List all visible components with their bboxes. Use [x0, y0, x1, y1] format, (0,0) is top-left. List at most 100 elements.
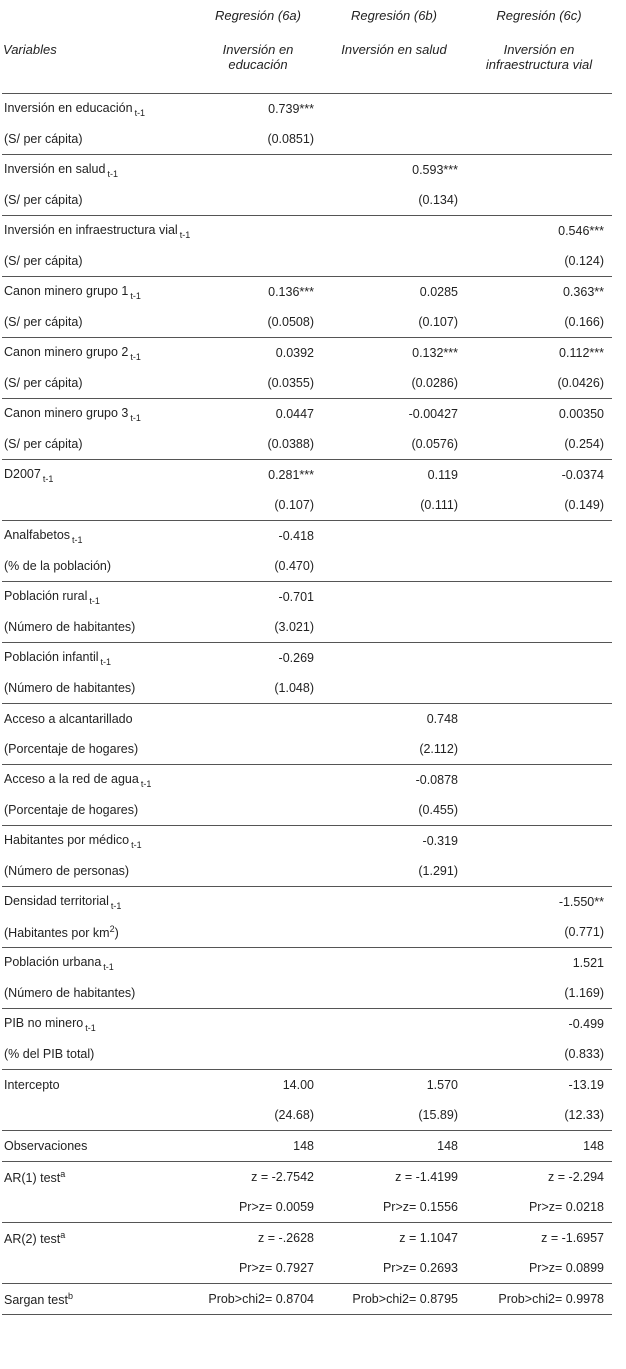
- cell-sub: t-1: [130, 412, 141, 423]
- table-row: PIB no minero t-1 -0.499: [2, 1009, 612, 1040]
- value-cell: [194, 246, 322, 277]
- table-row: Canon minero grupo 1 t-1 0.136*** 0.0285 0.3…: [2, 277, 612, 308]
- value-cell: [194, 704, 322, 735]
- cell-text: Canon minero grupo 1: [4, 283, 129, 298]
- label-cell: [2, 1253, 194, 1284]
- value-cell: (0.0286): [322, 368, 466, 399]
- label-cell: Analfabetos t-1: [2, 521, 194, 552]
- value-cell: [194, 795, 322, 826]
- label-cell: AR(1) testa: [2, 1162, 194, 1193]
- table-row: (Número de personas) (1.291): [2, 856, 612, 887]
- cell-text: AR(1) test: [4, 1171, 61, 1186]
- cell-text: Analfabetos: [4, 527, 71, 542]
- value-cell: (0.0576): [322, 429, 466, 460]
- value-cell: -0.00427: [408, 407, 458, 421]
- value-cell: [466, 551, 612, 582]
- table-row: D2007 t-1 0.281*** 0.119 -0.0374: [2, 460, 612, 491]
- table-row: Analfabetos t-1 -0.418: [2, 521, 612, 552]
- cell-text: Sargan test: [4, 1293, 68, 1308]
- label-cell: Intercepto: [4, 1078, 60, 1092]
- table-row: (% de la población) (0.470): [2, 551, 612, 582]
- value-cell: (0.124): [466, 246, 612, 277]
- row-group: PIB no minero t-1 -0.499 (% del PIB total)(…: [2, 1009, 612, 1070]
- row-group: Inversión en infraestructura vial t-1 0.54…: [2, 216, 612, 277]
- row-group: Analfabetos t-1 -0.418 (% de la población)(…: [2, 521, 612, 582]
- row-group: Habitantes por médico t-1 -0.319 (Número de…: [2, 826, 612, 887]
- row-group: Canon minero grupo 3 t-1 0.0447 -0.00427 0.0…: [2, 399, 612, 460]
- label-cell: Acceso a la red de agua t-1: [2, 765, 194, 796]
- cell-text: Población rural: [4, 588, 88, 603]
- value-cell: [322, 246, 466, 277]
- table-row: Pr>z= 0.7927 Pr>z= 0.2693 Pr>z= 0.0899: [2, 1253, 612, 1284]
- value-cell: Prob>chi2= 0.8704: [194, 1283, 322, 1315]
- value-cell: -13.19: [568, 1078, 604, 1092]
- value-cell: [194, 887, 322, 918]
- header-cell: Regresión (6c): [496, 8, 582, 23]
- value-cell: (0.470): [194, 551, 322, 582]
- table-row: (S/ per cápita) (0.134): [2, 185, 612, 216]
- value-cell: (24.68): [194, 1100, 322, 1131]
- cell-text: Población urbana: [4, 954, 102, 969]
- value-cell: [322, 551, 466, 582]
- header-cell: Inversión en infraestructura vial: [466, 41, 612, 94]
- value-cell: (0.0508): [194, 307, 322, 338]
- value-cell: [322, 216, 466, 247]
- value-cell: 0.00350: [558, 407, 604, 421]
- value-cell: Pr>z= 0.0899: [466, 1253, 612, 1284]
- value-cell: (1.291): [322, 856, 466, 887]
- value-cell: (0.0426): [466, 368, 612, 399]
- label-cell: [2, 1192, 194, 1223]
- label-cell: [2, 1100, 194, 1131]
- value-cell: [466, 124, 612, 155]
- row-group: D2007 t-1 0.281*** 0.119 -0.0374 (0.107) (0.11…: [2, 460, 612, 521]
- table-row: Canon minero grupo 2 t-1 0.0392 0.132*** 0.1…: [2, 338, 612, 369]
- value-cell: Pr>z= 0.1556: [322, 1192, 466, 1223]
- value-cell: [466, 704, 612, 735]
- value-cell: [194, 978, 322, 1009]
- value-cell: [466, 612, 612, 643]
- row-group: Población urbana t-1 1.521 (Número de habit…: [2, 948, 612, 1009]
- cell-text: AR(2) test: [4, 1232, 61, 1247]
- value-cell: [194, 917, 322, 948]
- value-cell: [466, 155, 612, 186]
- cell-sub: t-1: [130, 351, 141, 362]
- value-cell: Pr>z= 0.0059: [194, 1192, 322, 1223]
- row-group: Acceso a alcantarillado 0.748 (Porcentaje …: [2, 704, 612, 765]
- row-group: Observaciones 148 148 148: [2, 1130, 612, 1162]
- cell-text: PIB no minero: [4, 1015, 84, 1030]
- cell-sup: 2: [109, 923, 115, 934]
- cell-text: Habitantes por médico: [4, 832, 130, 847]
- label-cell: (Porcentaje de hogares): [2, 734, 194, 765]
- value-cell: -1.550**: [558, 895, 604, 909]
- value-cell: [466, 765, 612, 796]
- value-cell: [194, 856, 322, 887]
- value-cell: -0.319: [422, 834, 458, 848]
- value-cell: (0.134): [322, 185, 466, 216]
- cell-sub: t-1: [103, 961, 114, 972]
- value-cell: [322, 1009, 466, 1040]
- regression-table: Regresión (6a) Regresión (6b) Regresión (6…: [2, 0, 612, 1315]
- row-group: Inversión en salud t-1 0.593*** (S/ per cáp…: [2, 155, 612, 216]
- value-cell: [466, 582, 612, 613]
- cell-sub: t-1: [107, 168, 118, 179]
- row-group: Población infantil t-1 -0.269 (Número de ha…: [2, 643, 612, 704]
- cell-text: D2007: [4, 466, 41, 481]
- value-cell: [194, 216, 322, 247]
- table-row: Canon minero grupo 3 t-1 0.0447 -0.00427 0.0…: [2, 399, 612, 430]
- table-row: (S/ per cápita) (0.0851): [2, 124, 612, 155]
- value-cell: [194, 185, 322, 216]
- table-row: AR(1) testa z = -2.7542 z = -1.4199 z = -2.…: [2, 1162, 612, 1193]
- value-cell: 0.593***: [412, 163, 458, 177]
- value-cell: [194, 155, 322, 186]
- table-header: Regresión (6a) Regresión (6b) Regresión (6…: [2, 0, 612, 94]
- value-cell: z = -1.6957: [541, 1231, 604, 1245]
- cell-text: Densidad territorial: [4, 893, 109, 908]
- value-cell: (0.833): [466, 1039, 612, 1070]
- cell-after: ): [114, 926, 119, 941]
- table-row: Observaciones 148 148 148: [2, 1130, 612, 1162]
- value-cell: [466, 856, 612, 887]
- label-cell: (S/ per cápita): [2, 368, 194, 399]
- value-cell: [322, 1039, 466, 1070]
- header-cell: Inversión en educación: [194, 41, 322, 94]
